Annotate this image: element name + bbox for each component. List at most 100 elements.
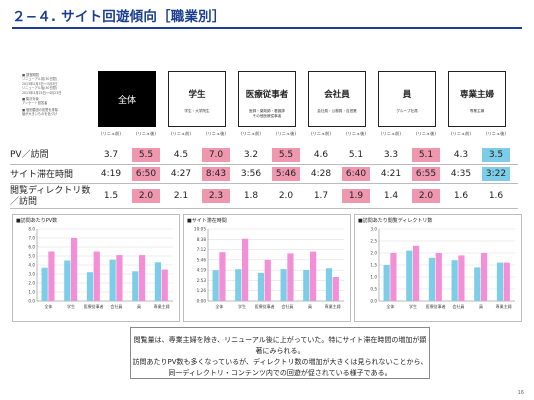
bar [257, 272, 265, 301]
col-label-before: (リニュ前) [380, 131, 402, 136]
y-tick-label: 0:00 [197, 299, 207, 304]
table-cell: 6:50 [132, 167, 160, 181]
y-tick-label: 10:05 [194, 227, 206, 232]
table-cell: 5.1 [412, 148, 440, 162]
table-cell: 1.4 [383, 191, 399, 201]
x-tick-label: 全体 [44, 303, 52, 309]
y-tick-label: 8.0 [28, 227, 35, 232]
bar [139, 255, 146, 301]
col-label-before: (リニュ前) [310, 131, 332, 136]
table-cell: 5.5 [132, 148, 160, 162]
summary-line: 閲覧量は、専業主婦を除き、リニューアル後に上がっていた。特にサイト滞在時間の増加… [133, 336, 427, 355]
chart-pv-plot: 0.0 1.0 2.0 3.0 4.0 5.0 6.0 7.0 8.0 全体 学生 医療従事者 会社員 員… [28, 227, 173, 309]
y-tick-label: 5.0 [28, 254, 35, 259]
x-tick-label: 員 [308, 304, 312, 309]
y-tick-label: 3.0 [370, 227, 377, 232]
table-cell: 4:35 [450, 169, 472, 179]
table-cell: 2.0 [412, 189, 440, 203]
bar [474, 267, 481, 301]
bar [390, 253, 397, 301]
bar [406, 250, 413, 301]
table-cell: 8:43 [202, 167, 230, 181]
table-cell: 3.3 [383, 150, 399, 160]
bar [264, 259, 271, 301]
chart-time: ■サイト滞在時間 0:00 1:26 2:53 4:19 5:46 7:12 8:38 10:… [183, 214, 351, 322]
bar [287, 253, 294, 301]
bar [235, 269, 242, 301]
survey-notes: ■ 調査期間 リニューアル前(30日間) 2013年2月3日〜3月3日 リニュー… [22, 73, 94, 119]
note-period: ■ 調査期間 リニューアル前(30日間) 2013年2月3日〜3月3日 リニュー… [22, 73, 62, 95]
table-cell: 4.6 [313, 150, 329, 160]
x-tick-label: 会社員 [281, 303, 293, 309]
summary-line: 同一ディレクトリ・コンテンツ内での回遊が促されている様子である。 [168, 369, 392, 377]
x-tick-label: 専業主婦 [154, 303, 170, 309]
table-cell: 3:22 [482, 167, 510, 181]
table-cell: 4.3 [453, 150, 469, 160]
y-tick-label: 1.5 [370, 263, 377, 268]
col-label-after: (リニュ後) [205, 131, 227, 136]
y-tick-label: 3.0 [28, 272, 35, 277]
bar [310, 251, 317, 301]
bar [48, 251, 55, 301]
x-tick-label: 学生 [238, 303, 246, 309]
table-cell: 7.0 [202, 148, 230, 162]
bar [481, 253, 488, 301]
bar [86, 272, 94, 301]
bar [303, 269, 310, 301]
title-underline [12, 27, 522, 29]
y-tick-label: 6.0 [28, 245, 35, 250]
summary-box: 閲覧量は、専業主婦を除き、リニューアル後に上がっていた。特にサイト滞在時間の増加… [130, 327, 430, 379]
y-tick-label: 2.5 [370, 239, 377, 244]
col-label-before: (リニュ前) [100, 131, 122, 136]
table-cell: 5.5 [272, 148, 300, 162]
x-tick-label: 専業主婦 [325, 303, 341, 309]
group-header-medical: 医療従事者 医師・薬剤師・看護師 その他医療従事者 [238, 71, 296, 127]
col-label-before: (リニュ前) [170, 131, 192, 136]
col-label-after: (リニュ後) [275, 131, 297, 136]
table-cell: 1.5 [103, 191, 119, 201]
note-target: ■ 集計対象 アンケート回答者 [22, 97, 48, 106]
group-header-employee: 会社員 会社員・公務員・自営業 [308, 71, 366, 127]
chart-title: ■訪問あたりPV数 [16, 218, 58, 224]
table-cell: 2.0 [132, 189, 160, 203]
table-cell: 1.9 [342, 189, 370, 203]
row-divider [10, 183, 518, 184]
bar [435, 253, 442, 301]
group-name: 全体 [117, 96, 136, 106]
group-name: 専業主婦 [459, 90, 494, 100]
table-cell: 3.7 [103, 150, 119, 160]
x-tick-label: 員 [137, 304, 141, 309]
x-tick-label: 全体 [386, 303, 394, 309]
y-tick-label: 4.0 [28, 263, 35, 268]
y-tick-label: 4:19 [197, 268, 207, 273]
bar [332, 276, 339, 301]
y-tick-label: 2.0 [28, 281, 35, 286]
chart-title: ■訪問あたり閲覧ディレクトリ数 [358, 218, 433, 224]
chart-directory-plot: 0.0 0.5 1.0 1.5 2.0 2.5 3.0 全体 学生 医療従事者 会社員 員 専業主婦 [370, 227, 515, 309]
y-tick-label: 1.0 [28, 290, 35, 295]
col-label-after: (リニュ後) [345, 131, 367, 136]
bar [212, 270, 219, 301]
bar [383, 265, 390, 301]
bar [325, 268, 333, 301]
col-label-before: (リニュ前) [240, 131, 262, 136]
group-sub: 専業主婦 [469, 109, 485, 113]
col-label-before: (リニュ前) [450, 131, 472, 136]
bar [242, 238, 249, 301]
table-cell: 2.3 [202, 189, 230, 203]
table-cell: 1.6 [453, 191, 469, 201]
bar [109, 259, 116, 301]
group-header-housewife: 専業主婦 専業主婦 [448, 71, 506, 127]
y-tick-label: 8:38 [197, 237, 207, 242]
chart-directory: ■訪問あたり閲覧ディレクトリ数 0.0 0.5 1.0 1.5 2.0 2.5 3.0 全体 学… [354, 214, 522, 322]
y-tick-label: 7.0 [28, 236, 35, 241]
group-name: 医療従事者 [245, 90, 289, 100]
bar [41, 267, 48, 301]
row-divider [10, 164, 518, 165]
x-tick-label: 医療従事者 [84, 303, 104, 309]
table-cell: 2.0 [278, 191, 294, 201]
bar [219, 252, 226, 301]
group-name: 会社員 [324, 90, 350, 100]
bar [116, 255, 123, 301]
bar [428, 257, 436, 301]
